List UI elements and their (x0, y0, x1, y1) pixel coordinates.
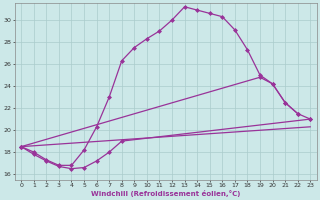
X-axis label: Windchill (Refroidissement éolien,°C): Windchill (Refroidissement éolien,°C) (91, 190, 240, 197)
